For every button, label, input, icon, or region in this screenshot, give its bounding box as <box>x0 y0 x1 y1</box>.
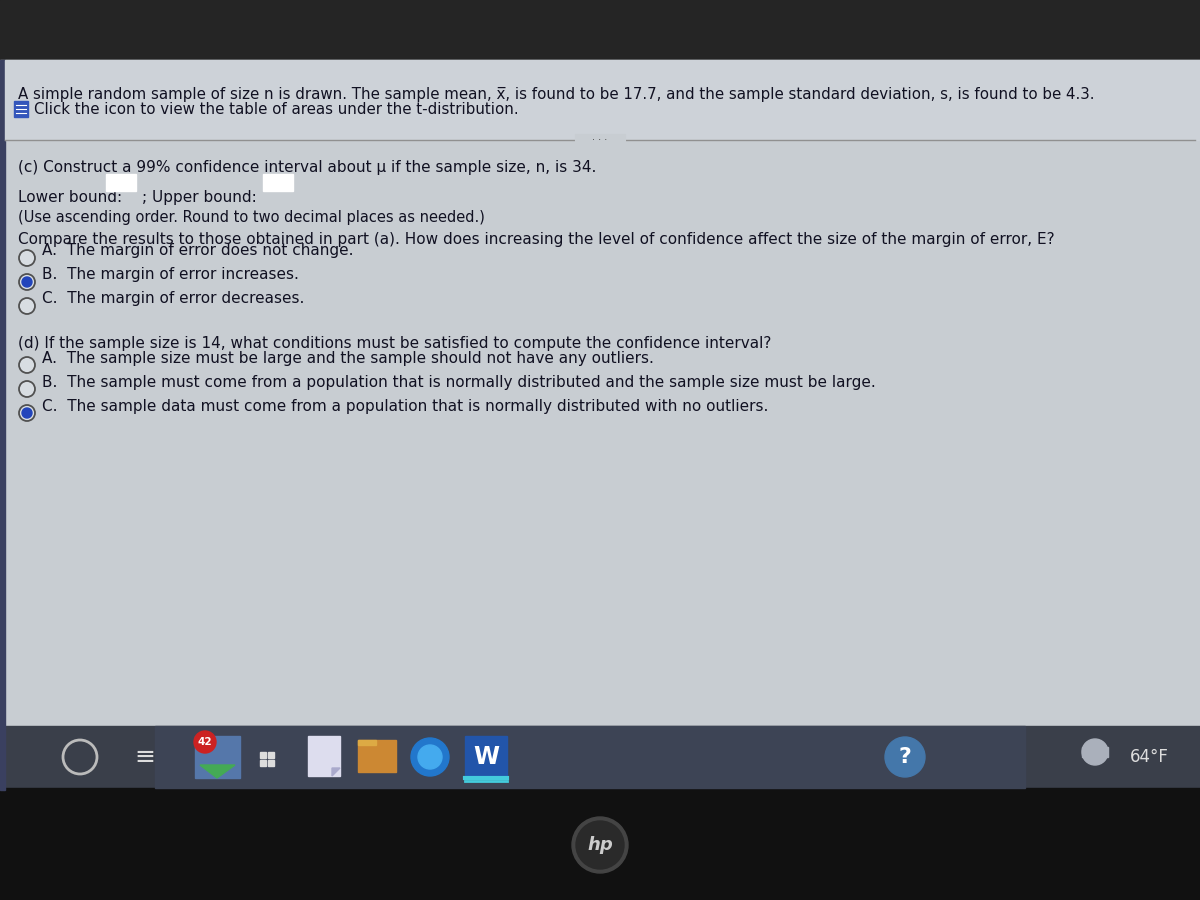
Circle shape <box>418 745 442 769</box>
Text: ; Upper bound:: ; Upper bound: <box>142 190 257 205</box>
Text: B.  The sample must come from a population that is normally distributed and the : B. The sample must come from a populatio… <box>42 374 876 390</box>
Text: C.  The margin of error decreases.: C. The margin of error decreases. <box>42 292 305 307</box>
Text: A simple random sample of size n is drawn. The sample mean, x̅, is found to be 1: A simple random sample of size n is draw… <box>18 86 1094 102</box>
Text: ?: ? <box>899 747 912 767</box>
Bar <box>358 740 396 772</box>
Circle shape <box>1082 739 1108 765</box>
Bar <box>106 174 136 191</box>
Bar <box>263 174 293 191</box>
Circle shape <box>19 405 35 421</box>
Text: (d) If the sample size is 14, what conditions must be satisfied to compute the c: (d) If the sample size is 14, what condi… <box>18 336 772 351</box>
Bar <box>14 101 28 117</box>
Text: A.  The sample size must be large and the sample should not have any outliers.: A. The sample size must be large and the… <box>42 350 654 365</box>
Bar <box>466 736 508 778</box>
Circle shape <box>576 821 624 869</box>
Text: (c) Construct a 99% confidence interval about μ if the sample size, n, is 34.: (c) Construct a 99% confidence interval … <box>18 160 596 175</box>
Circle shape <box>19 357 35 373</box>
Bar <box>1082 747 1108 757</box>
Polygon shape <box>200 765 235 778</box>
Bar <box>308 736 340 776</box>
Bar <box>0 788 1200 900</box>
Bar <box>0 0 1200 60</box>
Text: Compare the results to those obtained in part (a). How does increasing the level: Compare the results to those obtained in… <box>18 232 1055 247</box>
Text: hp: hp <box>587 836 613 854</box>
Text: A.  The margin of error does not change.: A. The margin of error does not change. <box>42 244 354 258</box>
Bar <box>358 740 376 745</box>
Circle shape <box>410 738 449 776</box>
Bar <box>268 760 274 766</box>
Text: · · ·: · · · <box>593 135 607 145</box>
Text: Lower bound:: Lower bound: <box>18 190 122 205</box>
Circle shape <box>22 408 32 418</box>
Bar <box>0 726 1200 788</box>
Text: ≡: ≡ <box>134 745 156 769</box>
Bar <box>260 752 266 758</box>
Bar <box>0 60 5 790</box>
Bar <box>155 726 1025 788</box>
Circle shape <box>886 737 925 777</box>
Text: 64°F: 64°F <box>1130 748 1169 766</box>
Bar <box>194 736 240 778</box>
Circle shape <box>19 274 35 290</box>
Circle shape <box>194 731 216 753</box>
Text: C.  The sample data must come from a population that is normally distributed wit: C. The sample data must come from a popu… <box>42 399 768 413</box>
Text: Click the icon to view the table of areas under the t-distribution.: Click the icon to view the table of area… <box>34 102 518 116</box>
Circle shape <box>19 298 35 314</box>
Bar <box>0 60 1200 790</box>
Circle shape <box>572 817 628 873</box>
Bar <box>260 760 266 766</box>
Circle shape <box>19 250 35 266</box>
Circle shape <box>64 740 97 774</box>
Text: B.  The margin of error increases.: B. The margin of error increases. <box>42 267 299 283</box>
Bar <box>575 134 625 146</box>
Text: (Use ascending order. Round to two decimal places as needed.): (Use ascending order. Round to two decim… <box>18 210 485 225</box>
Bar <box>268 752 274 758</box>
Polygon shape <box>332 768 340 776</box>
Circle shape <box>22 277 32 287</box>
Bar <box>5 60 1200 140</box>
Text: W: W <box>473 745 499 769</box>
Circle shape <box>19 381 35 397</box>
Text: 42: 42 <box>198 737 212 747</box>
